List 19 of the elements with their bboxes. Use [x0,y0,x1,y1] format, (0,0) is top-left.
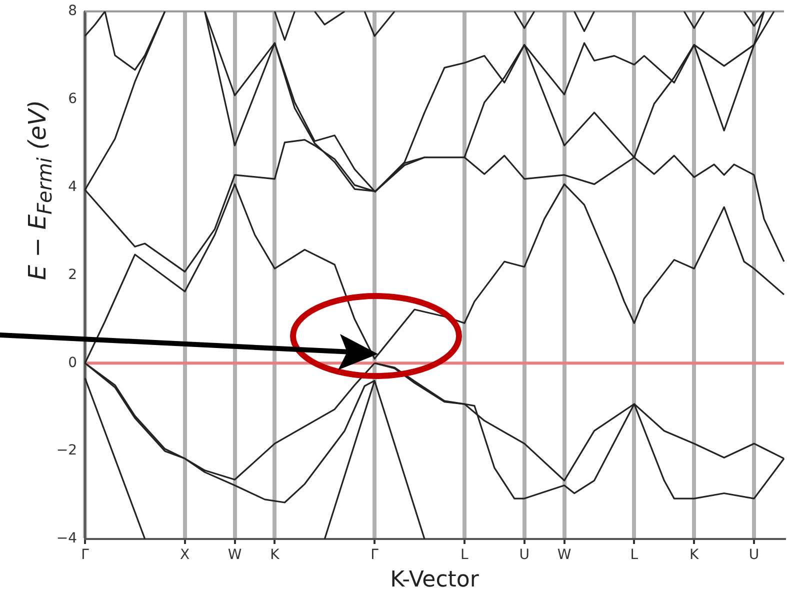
x-tick-label: X [180,547,190,564]
x-tick-label: L [460,547,469,564]
x-tick-label: K [690,547,700,564]
y-tick-label: 0 [68,354,77,371]
x-tick-label: U [519,547,530,564]
y-tick-label: 2 [68,266,77,283]
x-tick-label: Γ [370,547,379,564]
y-tick-label: 4 [68,178,78,195]
y-tick-label: 6 [68,90,78,107]
y-tick-label: 8 [68,3,77,20]
x-tick-label: K [270,547,280,564]
x-tick-label: U [748,547,760,564]
x-tick-label: W [228,547,242,564]
x-tick-label: Γ [81,547,90,564]
x-tick-label: W [557,547,572,564]
x-tick-label: L [630,547,638,564]
x-axis-title: K-Vector [390,568,480,593]
y-tick-label: −2 [56,442,77,459]
y-tick-label: −4 [56,530,78,547]
